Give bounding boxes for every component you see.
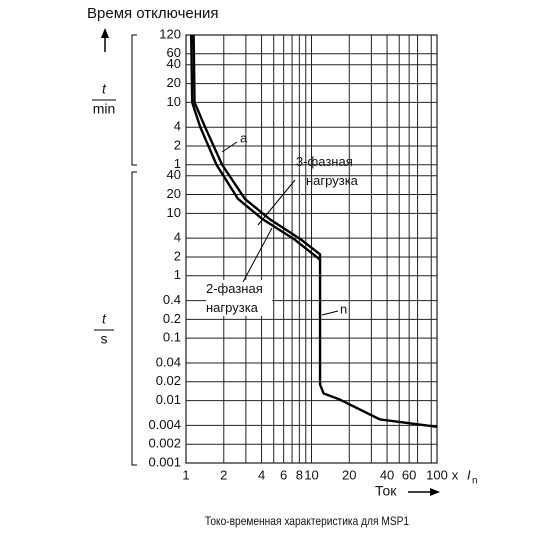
- x-tick-label: 20: [342, 467, 356, 482]
- curve: [192, 34, 438, 428]
- y-tick-label: 2: [174, 248, 181, 263]
- x-tick-label: 10: [304, 467, 318, 482]
- y-tick-label: 20: [167, 186, 181, 201]
- y-tick-label: 1: [174, 267, 181, 282]
- y-tick-label: 4: [174, 230, 181, 245]
- x-label: Ток: [375, 483, 397, 499]
- x-tick-label: 2: [220, 467, 227, 482]
- y-tick-label: 0.4: [163, 292, 181, 307]
- y-tick-label: 10: [167, 94, 181, 109]
- annotation: 2-фазная нагрузка: [206, 281, 263, 315]
- y-tick-label: 0.02: [156, 373, 181, 388]
- y-tick-label: 0.002: [148, 436, 181, 451]
- y-tick-label: 40: [167, 56, 181, 71]
- leader: [242, 227, 273, 283]
- y-label-t: t: [102, 81, 107, 97]
- y-tick-label: 10: [167, 205, 181, 220]
- y-tick-label: 4: [174, 119, 181, 134]
- y-tick-label: 60: [167, 45, 181, 60]
- y-tick-label: 0.004: [148, 417, 181, 432]
- y-label-t: t: [102, 311, 107, 327]
- leader: [257, 179, 296, 226]
- y-tick-label: 0.2: [163, 311, 181, 326]
- leader: [221, 141, 238, 153]
- y-tick-label: 20: [167, 75, 181, 90]
- min-bracket: [131, 34, 137, 166]
- x-tick-label: 1: [182, 467, 189, 482]
- y-tick-label: 40: [167, 167, 181, 182]
- s-bracket: [131, 171, 137, 466]
- y-tick-label: 0.04: [156, 354, 181, 369]
- leader: [321, 310, 339, 316]
- y-tick-label: 0.1: [163, 330, 181, 345]
- y-label-unit: min: [93, 101, 116, 117]
- annotation: a: [240, 130, 248, 145]
- curve: [189, 34, 321, 261]
- annotation: n: [340, 301, 347, 316]
- x-tick-label: 4: [258, 467, 265, 482]
- x-tick-label: 8: [296, 467, 303, 482]
- x-unit-symbol: I: [467, 467, 471, 482]
- y-tick-label: 0.001: [148, 454, 181, 469]
- up-arrow-head: [101, 28, 109, 38]
- x-tick-label: 100: [426, 467, 448, 482]
- x-tick-label: 6: [280, 467, 287, 482]
- annotation-bg: [206, 280, 272, 316]
- annotation: 3-фазная нагрузка: [296, 154, 359, 188]
- y-tick-label: 1: [174, 156, 181, 171]
- chart-title: Время отключения: [87, 5, 219, 22]
- y-tick-label: 0.01: [156, 392, 181, 407]
- x-unit-times: x: [452, 467, 459, 482]
- x-tick-label: 40: [380, 467, 394, 482]
- x-tick-label: 60: [402, 467, 416, 482]
- y-label-unit: s: [101, 331, 108, 347]
- right-arrow-head: [430, 488, 440, 496]
- y-tick-label: 120: [159, 26, 181, 41]
- x-unit-sub: n: [472, 476, 478, 487]
- caption: Токо-временная характеристика для MSP1: [205, 515, 409, 528]
- y-tick-label: 2: [174, 137, 181, 152]
